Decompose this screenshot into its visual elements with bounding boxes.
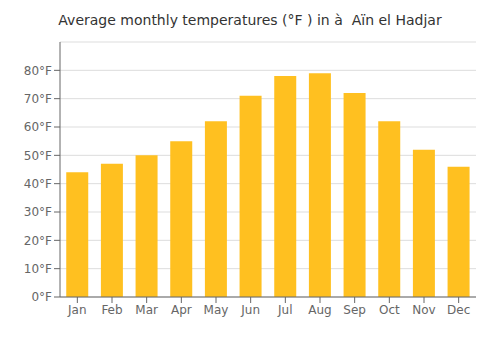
- svg-text:Mar: Mar: [135, 303, 158, 317]
- svg-text:Jul: Jul: [277, 303, 292, 317]
- svg-text:10°F: 10°F: [24, 262, 52, 276]
- svg-text:40°F: 40°F: [24, 177, 52, 191]
- svg-text:70°F: 70°F: [24, 92, 52, 106]
- svg-text:Aug: Aug: [308, 303, 331, 317]
- svg-text:60°F: 60°F: [24, 120, 52, 134]
- svg-text:30°F: 30°F: [24, 205, 52, 219]
- svg-text:Jan: Jan: [67, 303, 87, 317]
- svg-text:Sep: Sep: [343, 303, 366, 317]
- html-text:Average monthly temperatures (: Average monthly temperatures (°F ) in à …: [58, 12, 442, 28]
- svg-text:Dec: Dec: [447, 303, 470, 317]
- svg-text:Apr: Apr: [171, 303, 192, 317]
- svg-text:0°F: 0°F: [31, 290, 52, 304]
- svg-text:Nov: Nov: [412, 303, 435, 317]
- svg-text:May: May: [204, 303, 229, 317]
- svg-text:Feb: Feb: [101, 303, 122, 317]
- svg-text:20°F: 20°F: [24, 234, 52, 248]
- svg-text:80°F: 80°F: [24, 64, 52, 78]
- svg-text:Oct: Oct: [379, 303, 400, 317]
- svg-text:50°F: 50°F: [24, 149, 52, 163]
- svg-text:Jun: Jun: [240, 303, 260, 317]
